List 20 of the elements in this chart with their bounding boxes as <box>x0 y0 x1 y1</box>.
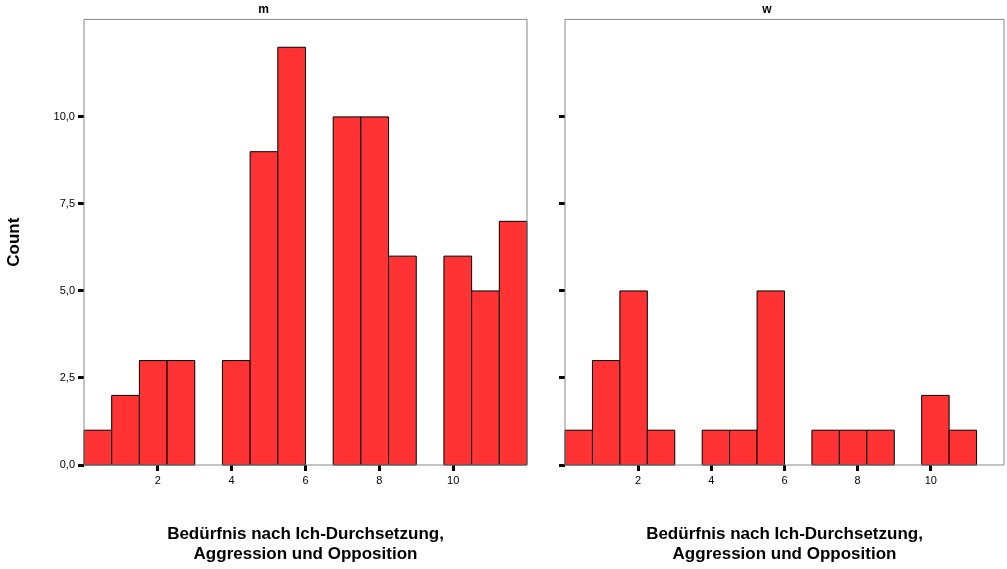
x-tick-label: 4 <box>228 473 235 486</box>
y-axis-title: Count <box>3 217 23 267</box>
x-tick-label: 10 <box>447 473 460 486</box>
chart-title: m <box>258 1 269 16</box>
y-tick-label: 0,0 <box>59 458 75 471</box>
y-tick-label: 2,5 <box>59 371 75 383</box>
y-tick-label: 10,0 <box>53 109 75 122</box>
x-tick-label: 2 <box>635 473 642 486</box>
x-tick-label: 8 <box>376 473 383 486</box>
y-tick-label: 7,5 <box>59 196 75 209</box>
x-tick-label: 6 <box>781 473 788 486</box>
x-tick-label: 4 <box>708 473 715 486</box>
x-tick-label: 2 <box>154 473 161 486</box>
y-tick-label: 5,0 <box>59 283 75 296</box>
x-tick-label: 10 <box>924 473 937 486</box>
x-axis-title: Bedürfnis nach Ich-Durchsetzung, Aggression und Opposition <box>167 524 444 564</box>
x-axis-title: Bedürfnis nach Ich-Durchsetzung, Aggression und Opposition <box>646 524 923 564</box>
chart-title: w <box>761 1 773 16</box>
x-tick-label: 8 <box>854 473 861 486</box>
x-tick-label: 6 <box>302 473 309 486</box>
